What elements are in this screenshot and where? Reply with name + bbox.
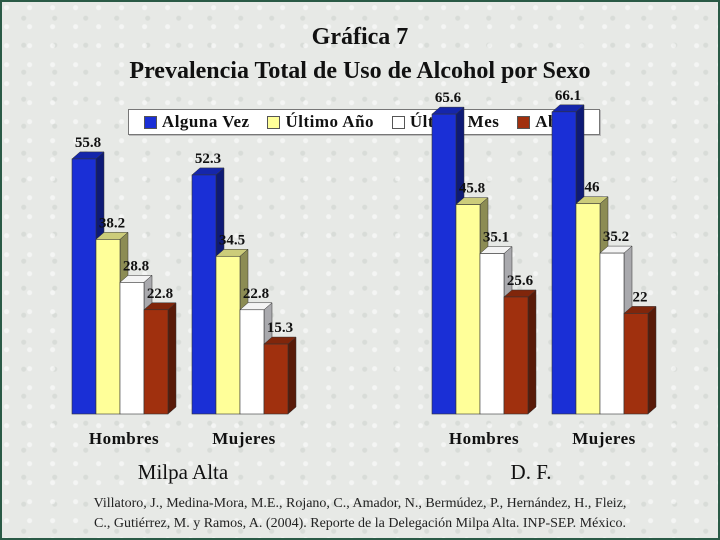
bar-d-f-hombres-alguna-vez bbox=[431, 113, 457, 415]
legend-swatch bbox=[267, 115, 281, 129]
bar-milpa-alta-hombres-abuso bbox=[143, 309, 169, 415]
data-label-milpa-alta-hombres-abuso: 22.8 bbox=[147, 286, 173, 302]
bar-d-f-mujeres-ultimo-ano bbox=[575, 203, 601, 415]
legend-swatch bbox=[391, 115, 405, 129]
chart-subtitle: Prevalencia Total de Uso de Alcohol por … bbox=[129, 58, 591, 84]
legend-label: Último Año bbox=[285, 112, 375, 131]
category-label-milpa-alta-hombres: Hombres bbox=[89, 429, 159, 448]
bar-side-d-f-hombres-abuso bbox=[527, 289, 537, 415]
data-label-milpa-alta-hombres-ultimo-ano: 38.2 bbox=[99, 215, 125, 231]
bar-milpa-alta-mujeres-abuso bbox=[263, 343, 289, 415]
data-label-d-f-mujeres-ultimo-ano: 46 bbox=[585, 180, 601, 196]
bar-side-milpa-alta-hombres-abuso bbox=[167, 302, 177, 415]
data-label-milpa-alta-hombres-alguna-vez: 55.8 bbox=[75, 135, 101, 151]
bar-milpa-alta-mujeres-alguna-vez bbox=[191, 174, 217, 415]
category-label-milpa-alta-mujeres: Mujeres bbox=[212, 429, 276, 448]
data-label-milpa-alta-mujeres-ultimo-mes: 22.8 bbox=[243, 286, 269, 302]
data-label-milpa-alta-mujeres-abuso: 15.3 bbox=[267, 320, 293, 336]
source-line-1: Villatoro, J., Medina-Mora, M.E., Rojano… bbox=[93, 496, 627, 511]
data-label-milpa-alta-mujeres-ultimo-ano: 34.5 bbox=[219, 232, 245, 248]
source-citation: Villatoro, J., Medina-Mora, M.E., Rojano… bbox=[0, 494, 720, 534]
chart-title: Gráfica 7 bbox=[311, 24, 409, 50]
data-label-d-f-mujeres-abuso: 22 bbox=[633, 289, 648, 305]
bar-d-f-mujeres-abuso bbox=[623, 313, 649, 415]
bar-milpa-alta-hombres-ultimo-mes bbox=[119, 282, 145, 415]
data-label-milpa-alta-mujeres-alguna-vez: 52.3 bbox=[195, 151, 221, 167]
category-label-d-f-hombres: Hombres bbox=[449, 429, 519, 448]
category-label-d-f-mujeres: Mujeres bbox=[572, 429, 636, 448]
data-label-d-f-mujeres-alguna-vez: 66.1 bbox=[555, 88, 581, 104]
bar-d-f-hombres-ultimo-mes bbox=[479, 253, 505, 415]
data-label-d-f-hombres-abuso: 25.6 bbox=[507, 273, 534, 289]
bar-side-d-f-mujeres-abuso bbox=[647, 305, 657, 415]
bar-d-f-mujeres-alguna-vez bbox=[551, 111, 577, 415]
panel-label-df: D. F. bbox=[510, 460, 552, 484]
data-label-milpa-alta-hombres-ultimo-mes: 28.8 bbox=[123, 258, 149, 274]
data-label-d-f-mujeres-ultimo-mes: 35.2 bbox=[603, 229, 629, 245]
data-label-d-f-hombres-alguna-vez: 65.6 bbox=[435, 90, 462, 106]
bar-milpa-alta-hombres-ultimo-ano bbox=[95, 239, 121, 415]
legend-label: Alguna Vez bbox=[161, 112, 250, 131]
bar-side-milpa-alta-mujeres-abuso bbox=[287, 336, 297, 415]
legend-item-ultimo-ano: Último Año bbox=[267, 112, 374, 132]
data-label-d-f-hombres-ultimo-mes: 35.1 bbox=[483, 230, 509, 246]
legend-swatch bbox=[143, 115, 157, 129]
data-label-d-f-hombres-ultimo-ano: 45.8 bbox=[459, 181, 485, 197]
bar-milpa-alta-mujeres-ultimo-ano bbox=[215, 255, 241, 415]
legend-swatch bbox=[517, 115, 531, 129]
bar-milpa-alta-hombres-alguna-vez bbox=[71, 158, 97, 415]
bar-d-f-hombres-ultimo-ano bbox=[455, 204, 481, 415]
source-line-2: C., Gutiérrez, M. y Ramos, A. (2004). Re… bbox=[94, 516, 626, 531]
bar-d-f-mujeres-ultimo-mes bbox=[599, 252, 625, 415]
panel-label-milpa-alta: Milpa Alta bbox=[137, 460, 229, 484]
legend-item-alguna-vez: Alguna Vez bbox=[143, 112, 250, 132]
bar-milpa-alta-mujeres-ultimo-mes bbox=[239, 309, 265, 415]
bar-d-f-hombres-abuso bbox=[503, 296, 529, 415]
